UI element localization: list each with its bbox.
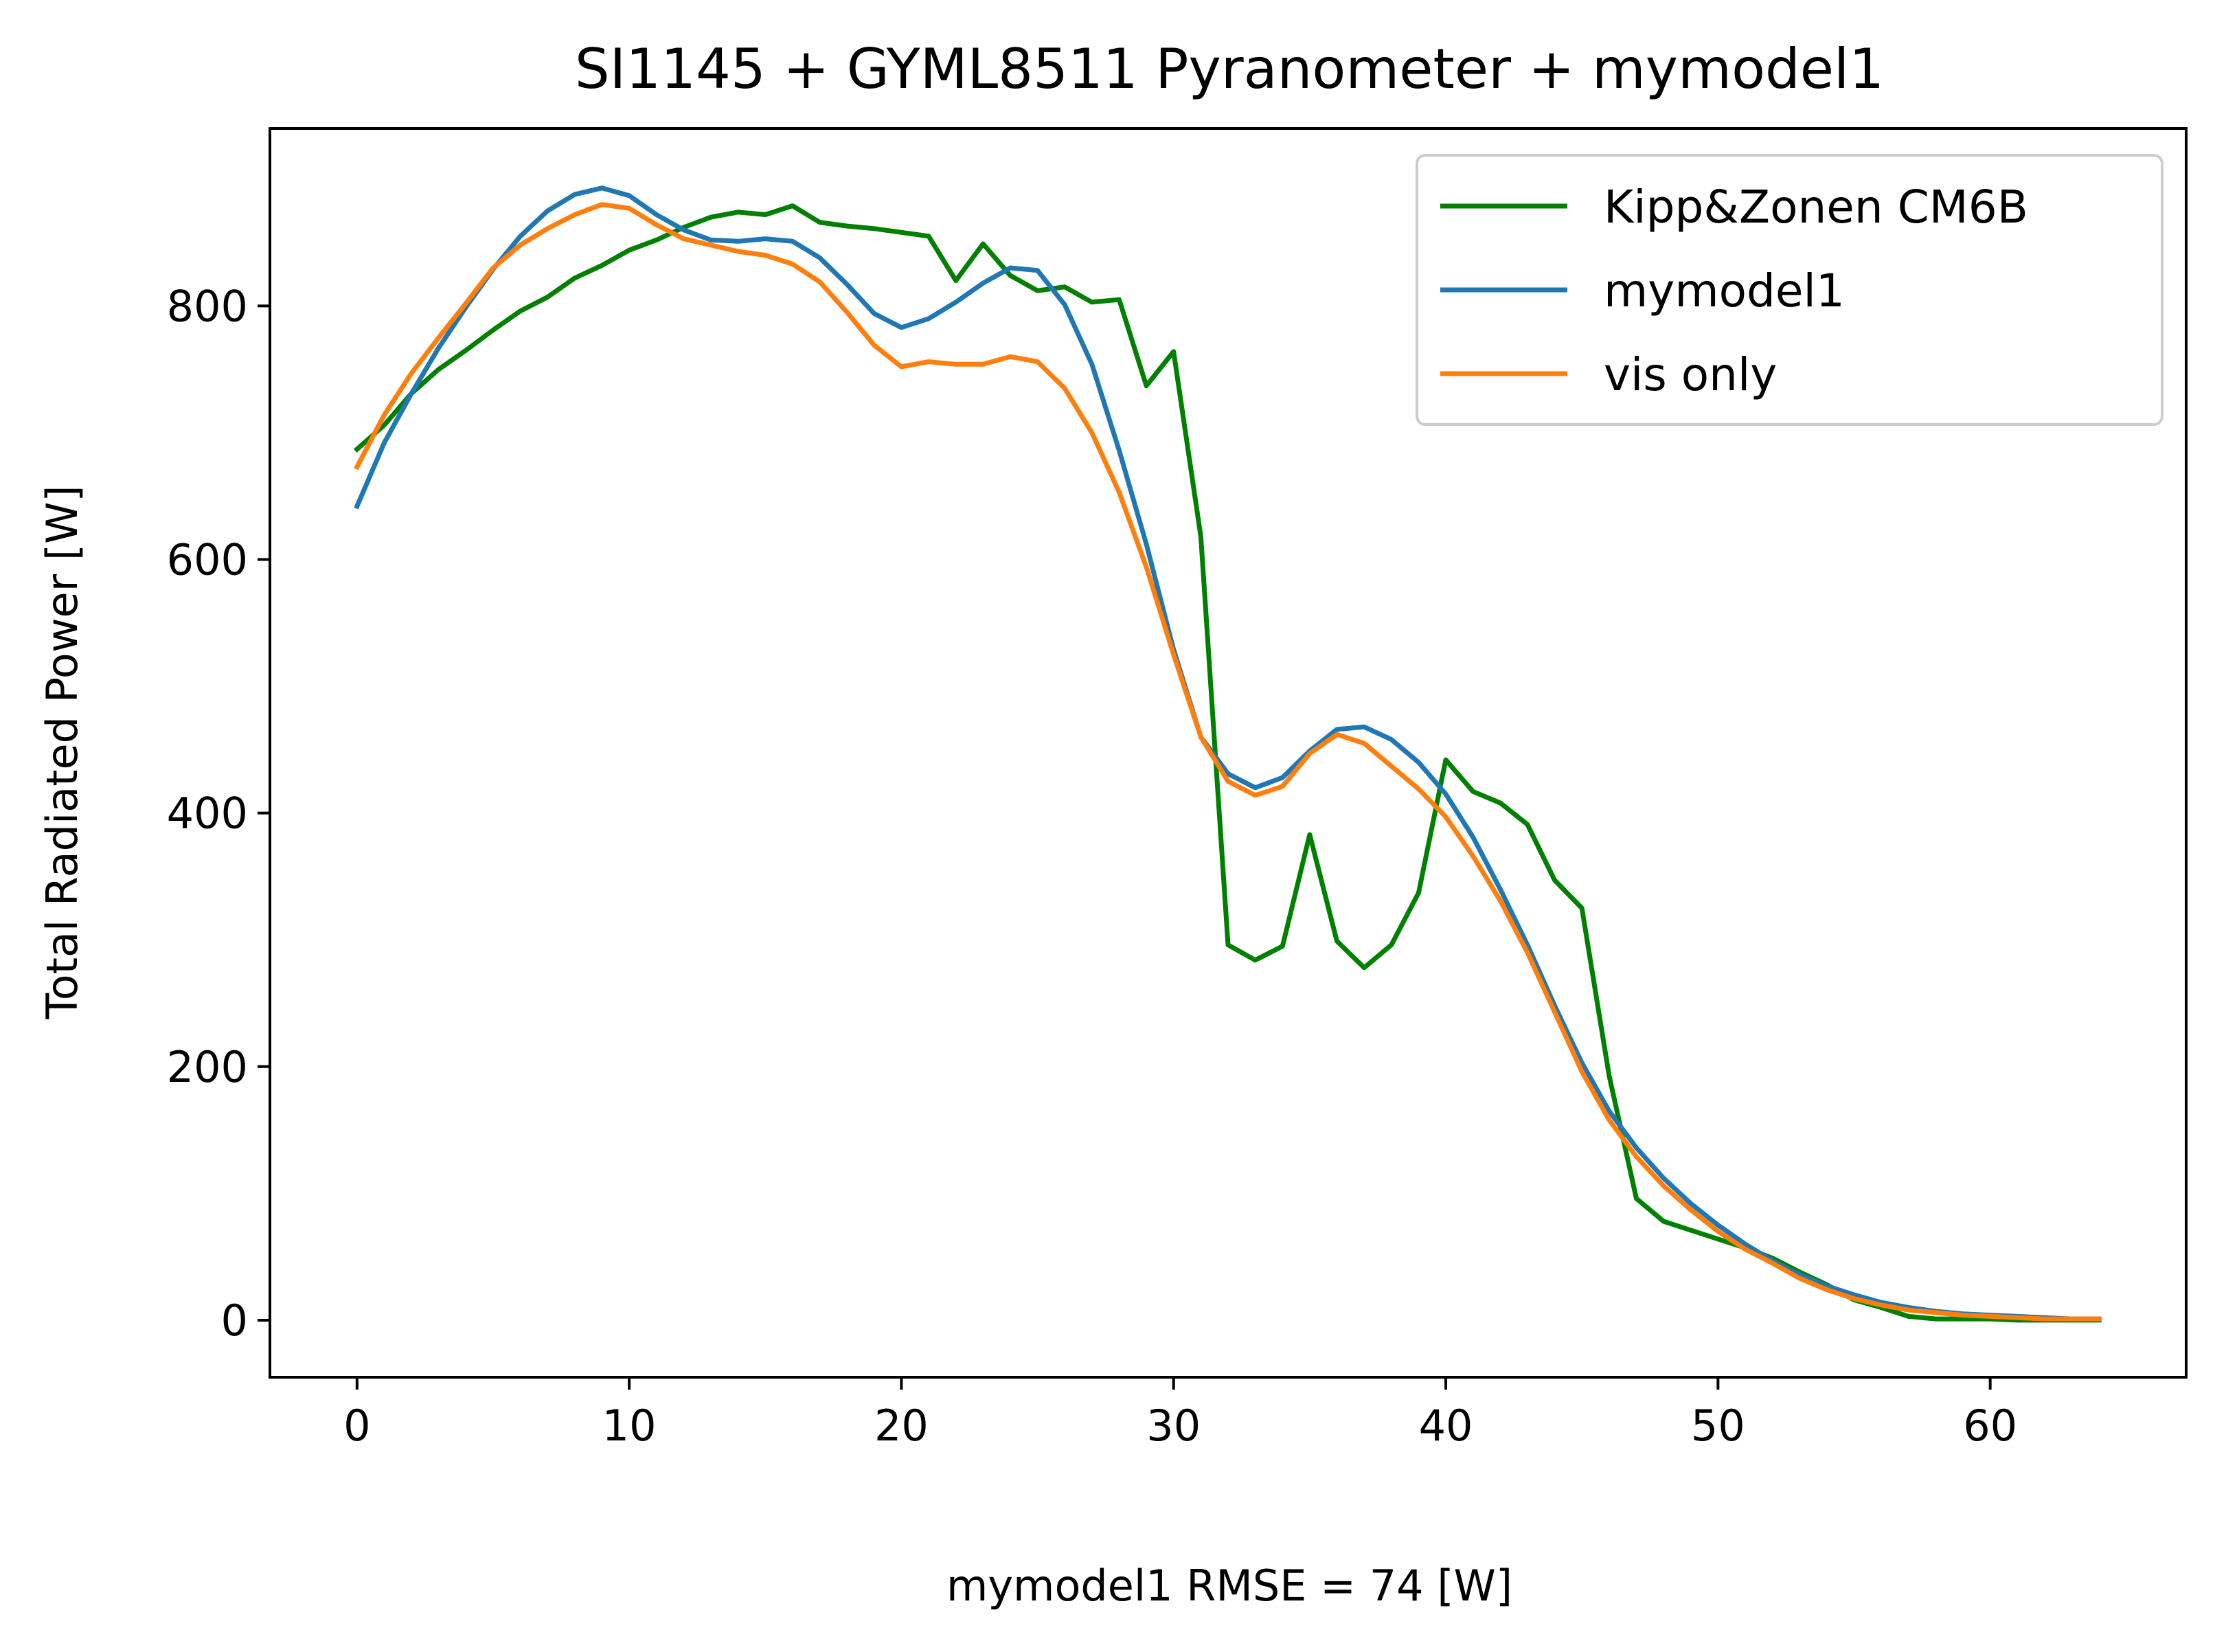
- x-tick-label: 60: [1963, 1401, 2017, 1451]
- x-tick-label: 50: [1691, 1401, 1745, 1451]
- legend: Kipp&Zonen CM6B mymodel1 vis only: [1416, 154, 2163, 426]
- y-tick-label: 200: [167, 1042, 248, 1092]
- y-tick-label: 400: [167, 789, 248, 839]
- x-tick-label: 0: [343, 1401, 370, 1451]
- y-axis-ticks: 0 200 400 600 800: [167, 281, 270, 1346]
- x-tick-label: 10: [602, 1401, 657, 1451]
- y-tick-label: 0: [221, 1295, 248, 1346]
- chart-title: SI1145 + GYML8511 Pyranometer + mymodel1: [575, 37, 1884, 101]
- x-tick-label: 40: [1419, 1401, 1473, 1451]
- y-tick-label: 600: [167, 535, 248, 585]
- plot-area: [269, 127, 2188, 1379]
- x-axis-ticks: 0 10 20 30 40 50 60: [343, 1377, 2017, 1451]
- x-tick-label: 30: [1146, 1401, 1201, 1451]
- x-axis-label: mymodel1 RMSE = 74 [W]: [946, 1561, 1512, 1611]
- legend-label-3: vis only: [1604, 348, 1777, 401]
- legend-label-2: mymodel1: [1604, 264, 1845, 317]
- series-line-2: [354, 185, 2102, 1322]
- y-tick-label: 800: [167, 281, 248, 331]
- y-axis-label: Total Radiated Power [W]: [37, 485, 87, 1019]
- legend-label-1: Kipp&Zonen CM6B: [1604, 181, 2028, 234]
- legend-entries: Kipp&Zonen CM6B mymodel1 vis only: [1440, 181, 2028, 401]
- legend-box: [1416, 154, 2163, 426]
- series-line-3: [354, 202, 2102, 1322]
- x-tick-label: 20: [874, 1401, 929, 1451]
- plot-frame: [269, 127, 2188, 1379]
- series-layer: [353, 185, 2102, 1323]
